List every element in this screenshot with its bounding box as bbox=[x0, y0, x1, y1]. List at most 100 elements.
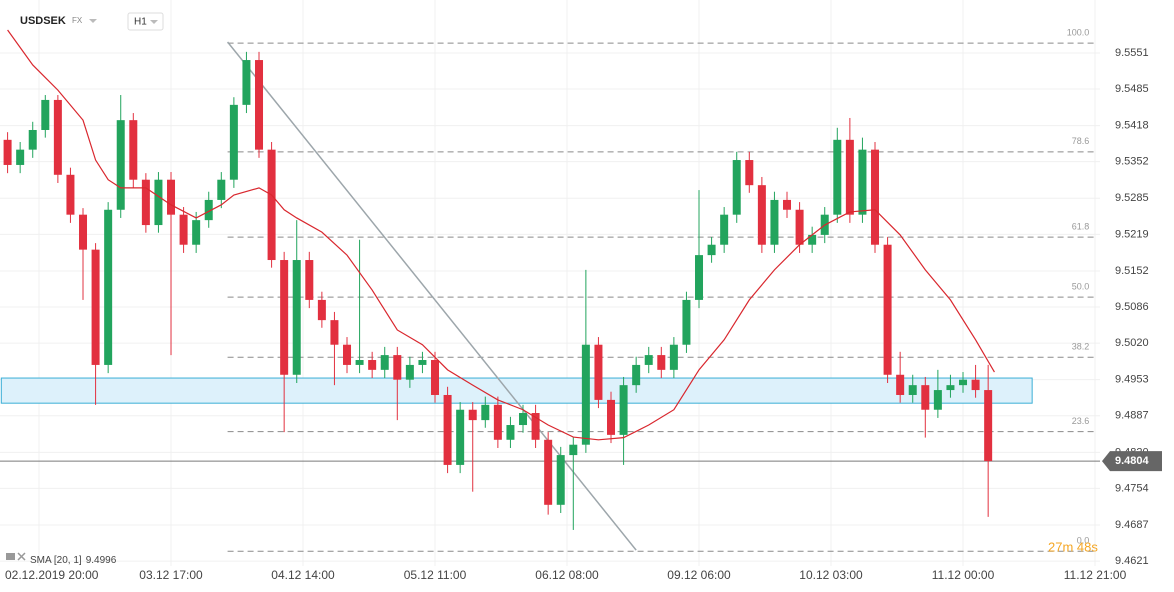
plot-area bbox=[0, 29, 1100, 552]
candle-body bbox=[908, 385, 917, 395]
candle-body bbox=[732, 160, 741, 215]
candle-body bbox=[959, 379, 968, 386]
candle-body bbox=[330, 320, 339, 345]
candle-body bbox=[280, 260, 289, 375]
candle-body bbox=[607, 399, 616, 435]
candle-body bbox=[770, 199, 779, 245]
y-tick-label: 9.5418 bbox=[1115, 120, 1149, 132]
candle-body bbox=[267, 149, 276, 261]
candle-body bbox=[783, 199, 792, 210]
y-tick-label: 9.5086 bbox=[1115, 301, 1149, 313]
y-tick-label: 9.4887 bbox=[1115, 410, 1149, 422]
candle-body bbox=[204, 199, 213, 221]
fib-label: 0.0 bbox=[1077, 536, 1090, 546]
candle-body bbox=[669, 344, 678, 370]
candle-body bbox=[305, 260, 314, 300]
symbol[interactable]: USDSEK bbox=[20, 15, 66, 27]
dropdown-arrow[interactable] bbox=[89, 19, 97, 23]
candle-body bbox=[154, 179, 163, 226]
candle-body bbox=[217, 179, 226, 200]
x-tick-label: 02.12.2019 20:00 bbox=[5, 568, 99, 582]
candle-body bbox=[871, 149, 880, 245]
candle-body bbox=[66, 174, 75, 215]
candle-body bbox=[531, 413, 540, 440]
candle-body bbox=[129, 120, 138, 180]
candle-body bbox=[443, 394, 452, 465]
interval[interactable]: H1 bbox=[134, 17, 147, 28]
y-tick-label: 9.5219 bbox=[1115, 228, 1149, 240]
candle-body bbox=[720, 214, 729, 245]
candle-body bbox=[468, 409, 477, 421]
candle-body bbox=[431, 360, 440, 395]
candle-body bbox=[619, 385, 628, 435]
y-tick-label: 9.5485 bbox=[1115, 83, 1149, 95]
y-tick-label: 9.5020 bbox=[1115, 337, 1149, 349]
candle-body bbox=[594, 344, 603, 400]
y-tick-label: 9.5285 bbox=[1115, 192, 1149, 204]
candle-body bbox=[519, 413, 528, 426]
y-tick-label: 9.5551 bbox=[1115, 47, 1149, 59]
candle-body bbox=[971, 379, 980, 391]
candle-body bbox=[581, 344, 590, 445]
candle-body bbox=[167, 179, 176, 215]
candle-body bbox=[946, 385, 955, 391]
candle-body bbox=[380, 355, 389, 370]
candle-body bbox=[481, 404, 490, 421]
y-tick-label: 9.4953 bbox=[1115, 374, 1149, 386]
candle-body bbox=[355, 360, 364, 365]
fib-label: 50.0 bbox=[1072, 282, 1090, 292]
indicator-icon[interactable] bbox=[6, 553, 15, 560]
y-tick-label: 9.5152 bbox=[1115, 265, 1149, 277]
candle-body bbox=[493, 404, 502, 440]
candle-body bbox=[921, 385, 930, 410]
fib-label: 78.6 bbox=[1072, 136, 1090, 146]
x-tick-label: 03.12 17:00 bbox=[139, 568, 203, 582]
price-tag bbox=[1102, 451, 1162, 472]
candle-body bbox=[41, 99, 50, 130]
axes: 9.5551 9.5485 9.5418 9.5352 9.5285 9.5219 9.51… bbox=[5, 47, 1149, 582]
candle-body bbox=[682, 299, 691, 345]
candle-body bbox=[418, 360, 427, 365]
candle-body bbox=[556, 455, 565, 505]
candle-body bbox=[745, 160, 754, 186]
candle-body bbox=[632, 364, 641, 386]
dropdown-arrow[interactable] bbox=[150, 20, 158, 24]
y-tick-label: 9.4754 bbox=[1115, 482, 1149, 494]
fib-label: 61.8 bbox=[1072, 221, 1090, 231]
candle-body bbox=[858, 149, 867, 215]
candle-body bbox=[317, 299, 326, 321]
candle-body bbox=[695, 255, 704, 300]
candle-body bbox=[845, 139, 854, 215]
candle-body bbox=[833, 139, 842, 215]
x-tick-label: 09.12 06:00 bbox=[667, 568, 731, 582]
close-icon[interactable] bbox=[17, 552, 26, 561]
candle-body bbox=[116, 120, 125, 210]
sma-name: SMA [20, 1] bbox=[30, 555, 82, 566]
x-tick-label: 05.12 11:00 bbox=[404, 568, 467, 582]
candle-body bbox=[896, 374, 905, 395]
candle-body bbox=[456, 409, 465, 465]
candle-body bbox=[707, 244, 716, 256]
sma-line bbox=[7, 29, 995, 441]
y-tick-label: 9.4687 bbox=[1115, 519, 1149, 531]
candle-body bbox=[242, 60, 251, 105]
candle-body bbox=[544, 439, 553, 505]
candle-body bbox=[393, 355, 402, 380]
support-zone bbox=[0, 377, 1033, 404]
x-tick-label: 11.12 21:00 bbox=[1064, 568, 1127, 582]
fib-label: 38.2 bbox=[1072, 342, 1090, 352]
trendline bbox=[227, 41, 637, 551]
x-tick-label: 04.12 14:00 bbox=[271, 568, 335, 582]
candle-body bbox=[255, 60, 264, 150]
candle-body bbox=[229, 104, 238, 180]
candle-body bbox=[506, 425, 515, 440]
candle-body bbox=[808, 234, 817, 245]
candle-body bbox=[933, 390, 942, 410]
candle-body bbox=[644, 355, 653, 365]
price-tag-label: 9.4804 bbox=[1115, 455, 1150, 467]
interval-box[interactable] bbox=[127, 12, 164, 31]
candle-body bbox=[179, 214, 188, 245]
candle-body bbox=[405, 364, 414, 380]
x-tick-label: 06.12 08:00 bbox=[535, 568, 599, 582]
